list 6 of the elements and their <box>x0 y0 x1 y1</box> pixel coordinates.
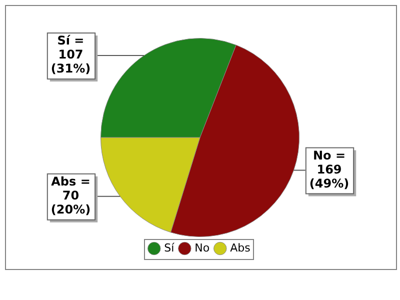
legend-label: Sí <box>164 241 176 254</box>
legend-label: Abs <box>230 241 251 254</box>
data-label: No = 169 (49%) <box>309 148 350 190</box>
legend-label: No <box>194 241 210 254</box>
data-label: Abs = 70 (20%) <box>50 174 91 217</box>
data-label: Sí = 107 (31%) <box>50 34 91 76</box>
